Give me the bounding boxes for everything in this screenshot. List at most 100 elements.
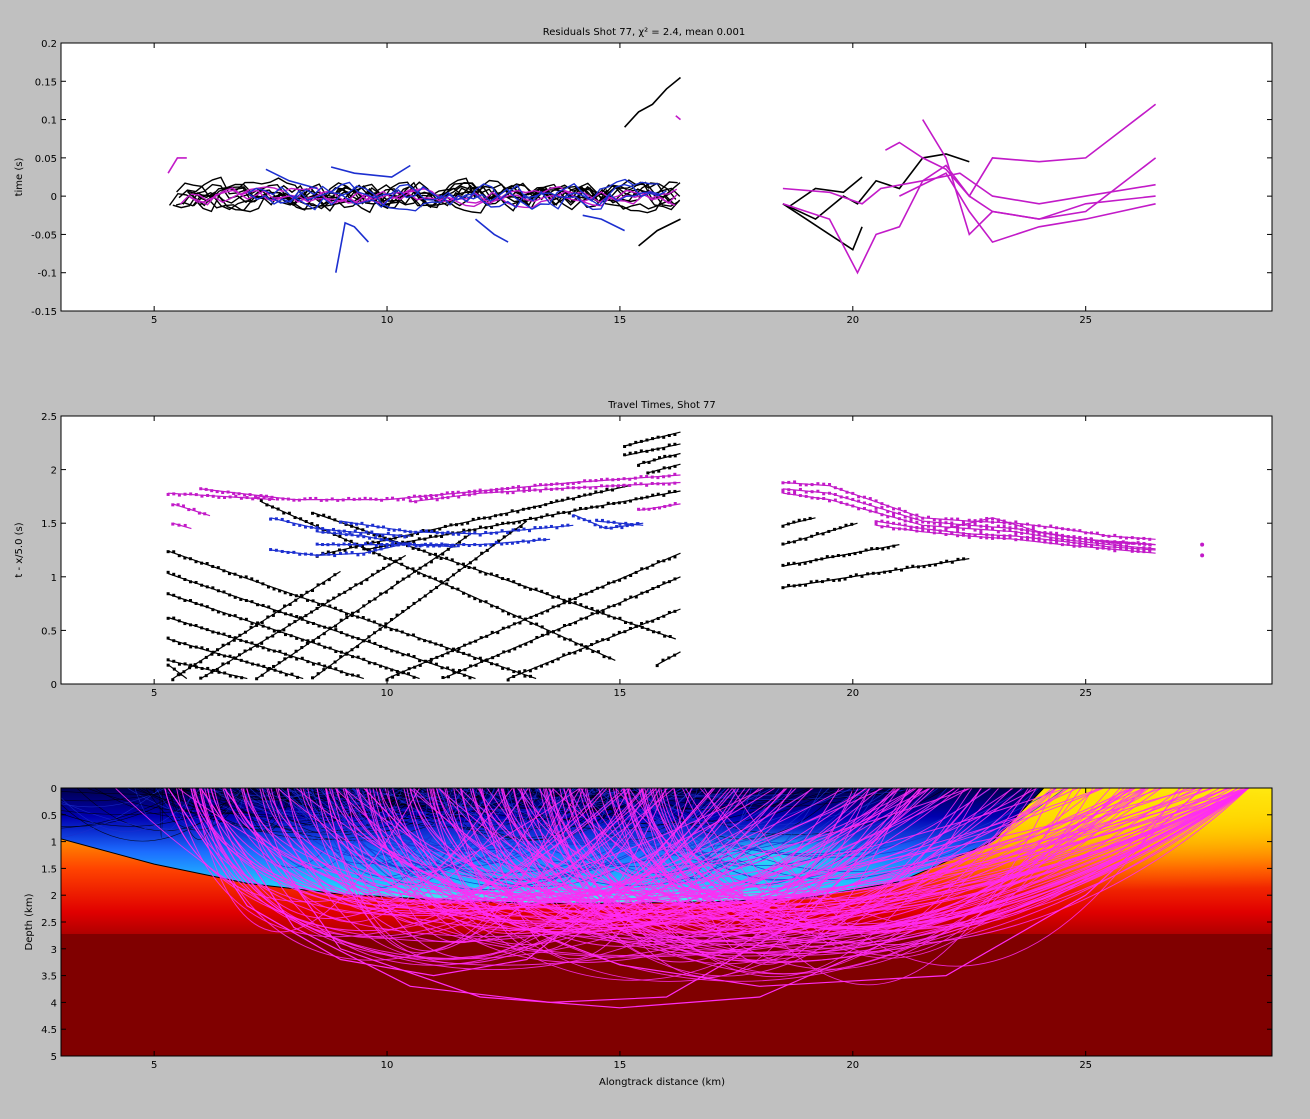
traveltime-pick	[259, 494, 263, 498]
traveltime-pick	[392, 528, 396, 532]
traveltime-pick	[396, 672, 400, 676]
traveltime-pick	[979, 524, 983, 528]
residual-noise-line	[247, 178, 659, 212]
traveltime-pick	[374, 497, 378, 501]
traveltime-pick	[1101, 533, 1105, 537]
traveltime-pick	[256, 496, 260, 500]
traveltime-pick	[418, 566, 422, 570]
traveltime-pick	[183, 577, 187, 581]
traveltime-pick	[506, 667, 510, 671]
ray-path-mid	[347, 788, 496, 877]
traveltime-pick	[356, 674, 360, 678]
traveltime-pick	[874, 506, 878, 510]
traveltime-pick	[429, 542, 433, 546]
traveltime-pick	[781, 481, 785, 485]
traveltime-pick	[605, 487, 609, 491]
traveltime-pick	[361, 639, 365, 643]
ray-path-deep	[242, 788, 1197, 896]
traveltime-pick	[228, 654, 232, 658]
traveltime-pick	[334, 667, 338, 671]
traveltime-pick	[380, 498, 384, 502]
traveltime-pick	[1043, 525, 1047, 529]
ray-path-shallow	[259, 788, 480, 796]
traveltime-pick	[449, 523, 453, 527]
traveltime-pick	[445, 532, 449, 536]
traveltime-pick	[456, 490, 460, 494]
traveltime-pick	[662, 559, 666, 563]
traveltime-pick	[650, 475, 654, 479]
traveltime-pick	[612, 580, 616, 584]
ray-path-shallow	[134, 788, 194, 832]
traveltime-pick	[441, 531, 445, 535]
traveltime-pick	[673, 577, 677, 581]
traveltime-pick	[480, 659, 484, 663]
traveltime-pick	[909, 525, 913, 529]
traveltime-pick	[522, 527, 526, 531]
traveltime-pick	[1037, 539, 1041, 543]
traveltime-pick	[1084, 544, 1088, 548]
traveltime-pick	[255, 677, 259, 681]
traveltime-pick	[568, 622, 572, 626]
traveltime-pick	[348, 587, 352, 591]
y-tick-label: 2	[51, 891, 57, 902]
traveltime-pick	[595, 640, 599, 644]
traveltime-pick	[956, 530, 960, 534]
traveltime-pick	[306, 639, 310, 643]
traveltime-pick	[194, 580, 198, 584]
traveltime-pick	[317, 662, 321, 666]
traveltime-pick	[418, 494, 422, 498]
traveltime-pick	[310, 610, 314, 614]
traveltime-pick	[662, 435, 666, 439]
traveltime-pick	[489, 662, 493, 666]
traveltime-pick	[345, 633, 349, 637]
traveltime-pick	[623, 445, 627, 449]
ray-path-shallow	[359, 788, 673, 811]
traveltime-pick	[356, 655, 360, 659]
traveltime-pick	[188, 580, 192, 584]
traveltime-pick	[635, 522, 639, 526]
traveltime-pick	[467, 543, 471, 547]
ray-path-deep	[286, 788, 716, 961]
traveltime-pick	[415, 532, 419, 536]
traveltime-pick	[557, 604, 561, 608]
traveltime-pick	[903, 523, 907, 527]
ray-path-deep	[628, 788, 1037, 949]
traveltime-pick	[606, 637, 610, 641]
traveltime-pick	[528, 516, 532, 520]
traveltime-pick	[1078, 538, 1082, 542]
traveltime-pick	[370, 573, 374, 577]
ray-path-mid	[655, 788, 823, 867]
traveltime-pick	[582, 518, 586, 522]
traveltime-pick	[512, 614, 516, 618]
traveltime-pick	[232, 656, 236, 660]
traveltime-pick	[596, 650, 600, 654]
traveltime-pick	[304, 614, 308, 618]
traveltime-pick	[549, 500, 553, 504]
traveltime-pick	[523, 674, 527, 678]
traveltime-pick	[373, 662, 377, 666]
traveltime-pick	[1060, 538, 1064, 542]
ray-path-deep	[626, 788, 1182, 944]
traveltime-pick	[532, 538, 536, 542]
traveltime-pick	[485, 548, 489, 552]
traveltime-pick	[804, 583, 808, 587]
ray-path-deep	[336, 788, 1079, 928]
ray-path-deep	[579, 788, 1082, 970]
ray-path-deep	[192, 788, 420, 933]
traveltime-pick	[673, 653, 677, 657]
traveltime-model-line	[363, 490, 681, 551]
traveltime-pick	[327, 578, 331, 582]
traveltime-pick	[269, 548, 273, 552]
traveltime-pick	[781, 488, 785, 492]
traveltime-pick	[181, 504, 185, 508]
ray-path-deep	[528, 788, 786, 919]
traveltime-pick	[932, 525, 936, 529]
traveltime-pick	[303, 497, 307, 501]
ray-path-deep	[522, 788, 871, 933]
traveltime-pick	[629, 574, 633, 578]
traveltime-pick	[903, 527, 907, 531]
traveltime-pick	[1002, 521, 1006, 525]
traveltime-pick	[473, 531, 477, 535]
traveltime-pick	[473, 492, 477, 496]
traveltime-pick	[590, 612, 594, 616]
